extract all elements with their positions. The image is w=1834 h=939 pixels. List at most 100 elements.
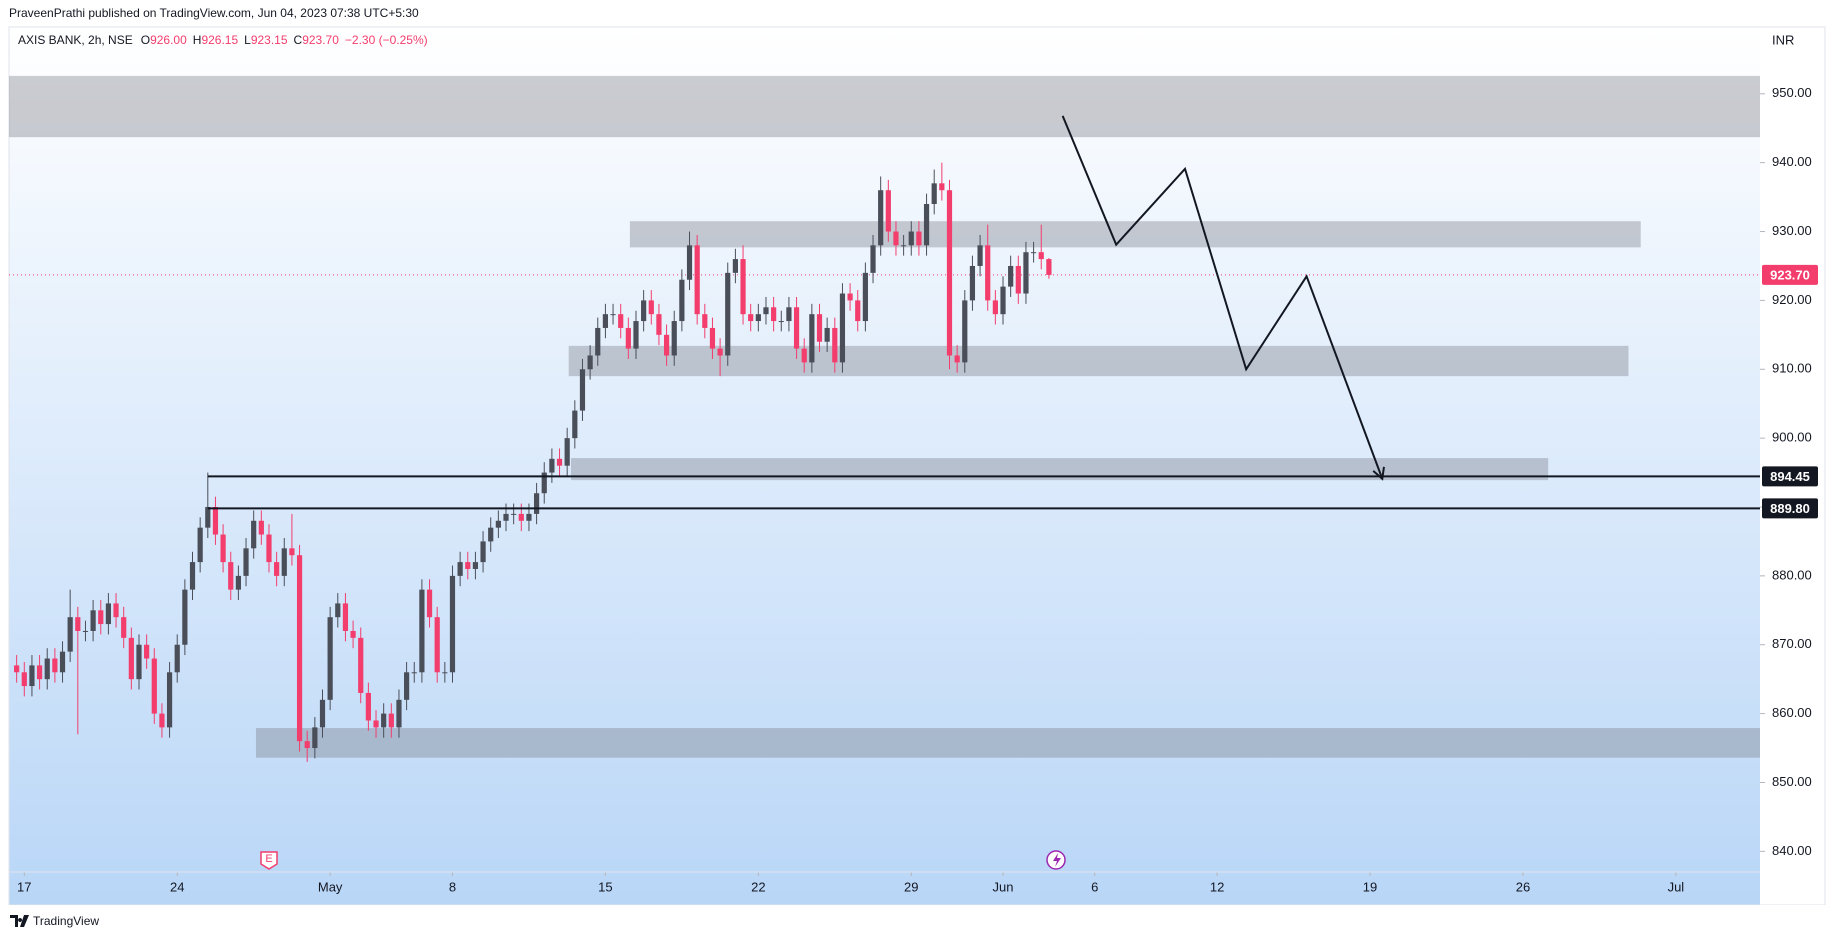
candle-body <box>342 603 349 631</box>
candle-body <box>327 617 333 700</box>
candle-body <box>1038 252 1044 260</box>
y-tick-label: 900.00 <box>1772 430 1812 445</box>
candle-body <box>618 314 624 328</box>
candle-body <box>52 658 58 673</box>
legend-value: 923.15 <box>251 33 288 47</box>
candle-body <box>893 231 899 246</box>
x-tick-label: 26 <box>1516 879 1530 894</box>
x-tick-label: 17 <box>17 879 31 894</box>
candle-body <box>579 369 586 411</box>
candle-body <box>962 300 968 363</box>
candle-body <box>419 589 425 673</box>
x-tick-label: 24 <box>170 879 184 894</box>
candle-body <box>404 672 410 700</box>
candle-body <box>426 589 433 618</box>
candle-body <box>113 603 119 618</box>
candle-body <box>862 272 868 322</box>
candle-body <box>694 245 700 315</box>
candle-body <box>350 630 356 638</box>
candle-body <box>304 741 310 749</box>
earnings-label: E <box>265 853 272 865</box>
candle-body <box>212 507 219 535</box>
candle-body <box>610 314 616 316</box>
candle-body <box>128 637 134 680</box>
y-tick-label: 910.00 <box>1772 361 1812 376</box>
candle-body <box>870 245 876 273</box>
candle-body <box>595 327 601 356</box>
candle-body <box>67 617 73 652</box>
candle-body <box>663 334 670 356</box>
candle-body <box>511 513 517 515</box>
price-line-badge <box>1762 466 1818 487</box>
candle-body <box>656 314 662 335</box>
candle-body <box>1023 252 1029 294</box>
symbol: AXIS BANK, 2h, NSE <box>18 33 133 47</box>
candle-body <box>205 507 211 528</box>
legend-value: 923.70 <box>302 33 339 47</box>
candle-body <box>901 245 907 247</box>
candle-body <box>388 713 394 728</box>
y-tick-label: 930.00 <box>1772 223 1812 238</box>
candle-body <box>916 231 922 246</box>
forecast-path <box>1061 115 1384 480</box>
candle-body <box>1008 265 1014 287</box>
plot-background <box>9 27 1760 905</box>
y-tick-label: 920.00 <box>1772 292 1812 307</box>
footer <box>0 905 1834 939</box>
candle-body <box>274 562 280 576</box>
candle-body <box>587 355 593 370</box>
legend-key: C <box>294 33 303 47</box>
candle-body <box>335 603 341 618</box>
candle-body <box>228 562 234 590</box>
x-tick-label: May <box>318 879 343 894</box>
earnings-icon: E <box>260 851 278 870</box>
candle-body <box>373 720 379 728</box>
candle-body <box>556 458 563 466</box>
candle-body <box>1015 265 1021 294</box>
candle-body <box>702 314 708 328</box>
candle-body <box>939 183 945 191</box>
candle-body <box>59 651 66 673</box>
legend: AXIS BANK, 2h, NSE O926.00 H926.15 L923.15 C… <box>18 33 428 47</box>
candle-body <box>801 348 807 363</box>
candle-body <box>21 672 27 687</box>
candle-body <box>220 534 226 563</box>
candle-body <box>786 307 792 322</box>
candle-body <box>572 410 578 439</box>
candle-body <box>296 555 303 742</box>
price-line-label: 894.45 <box>1770 469 1810 484</box>
candle-body <box>98 610 104 625</box>
candle-body <box>832 327 838 363</box>
candle-body <box>166 672 173 728</box>
candle-body <box>518 513 524 521</box>
brand-logo <box>10 915 29 927</box>
candle-body <box>82 630 89 632</box>
candle-body <box>992 300 998 315</box>
candle-body <box>954 355 960 363</box>
event-glyph <box>1053 853 1061 867</box>
candle-body <box>931 183 937 204</box>
candle-body <box>717 348 723 356</box>
candle-body <box>878 190 884 246</box>
candle-body <box>816 314 823 342</box>
y-tick-label: 840.00 <box>1772 843 1812 858</box>
brand-name: TradingView <box>33 914 99 928</box>
candle-body <box>312 727 318 749</box>
candle-body <box>686 245 693 280</box>
candle-body <box>847 293 853 301</box>
candle-body <box>1031 252 1037 254</box>
candle-body <box>136 644 142 680</box>
candle-body <box>793 307 800 349</box>
legend-key: H <box>193 33 202 47</box>
zone <box>571 458 1549 481</box>
candle-body <box>243 548 249 576</box>
zone <box>629 221 1641 248</box>
candle-body <box>602 314 609 328</box>
y-tick-label: 950.00 <box>1772 85 1812 100</box>
candle-body <box>442 672 448 674</box>
candle-body <box>977 245 983 266</box>
last-price-label: 923.70 <box>1770 267 1810 282</box>
candle-body <box>503 513 509 521</box>
candle-body <box>679 279 685 322</box>
candle-body <box>755 314 761 322</box>
